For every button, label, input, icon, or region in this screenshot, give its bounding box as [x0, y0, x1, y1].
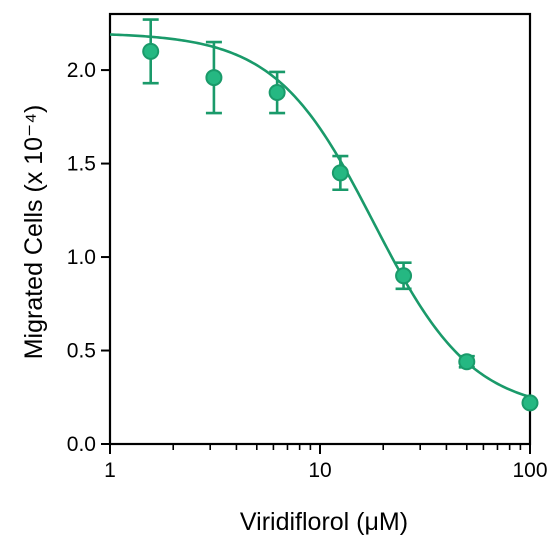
- y-tick-label: 2.0: [67, 59, 96, 82]
- x-tick-label: 10: [308, 459, 331, 482]
- x-tick-label: 1: [104, 459, 116, 482]
- y-axis-title: Migrated Cells (x 10⁻⁴): [20, 105, 48, 360]
- plot-frame: [108, 12, 532, 446]
- data-point: [458, 353, 476, 371]
- y-tick-label: 0.0: [67, 433, 96, 456]
- data-point: [331, 164, 349, 182]
- data-point: [142, 42, 160, 60]
- y-tick-label: 1.0: [67, 246, 96, 269]
- x-tick-label: 100: [512, 459, 547, 482]
- data-point: [205, 69, 223, 87]
- fit-curve: [109, 33, 531, 399]
- y-tick-label: 0.5: [67, 340, 96, 363]
- chart-axes: [108, 12, 532, 446]
- chart-ticks: 0.0 0.5 1.0 1.5 2.0 1 10 100: [67, 59, 548, 482]
- data-point: [521, 394, 539, 412]
- x-axis-title: Viridiflorol (μM): [240, 508, 408, 536]
- y-tick-label: 1.5: [67, 153, 96, 176]
- data-points: [142, 42, 539, 412]
- data-point: [268, 84, 286, 102]
- fit-curve-group: [109, 33, 531, 399]
- data-point: [395, 267, 413, 285]
- error-bars: [142, 18, 538, 407]
